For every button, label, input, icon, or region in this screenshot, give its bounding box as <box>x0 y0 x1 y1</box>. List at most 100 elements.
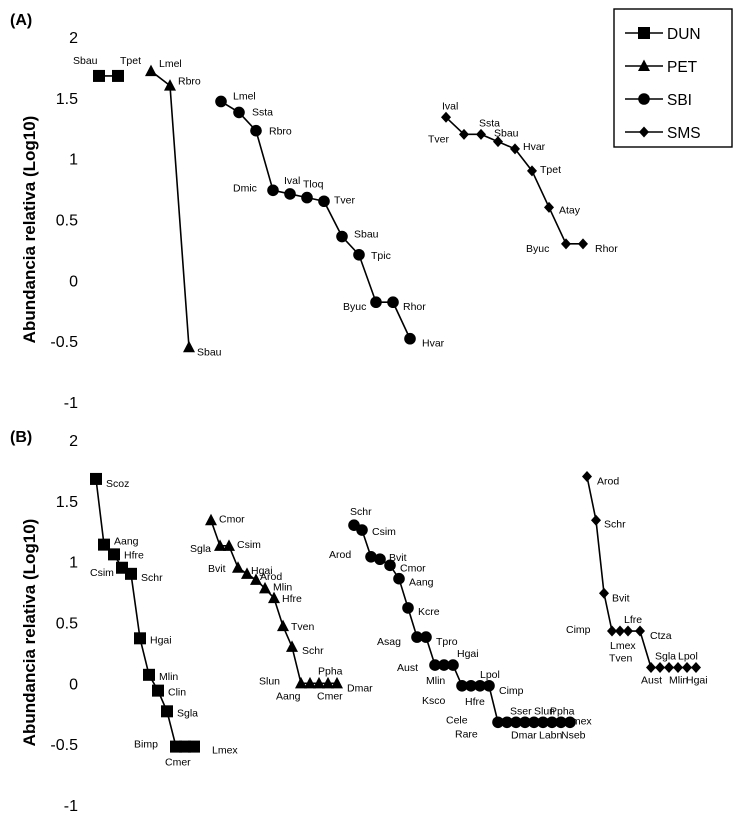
data-label: Lmex <box>212 745 238 757</box>
data-point-arod <box>250 573 262 585</box>
data-label: Hvar <box>523 141 546 153</box>
data-label: Lmel <box>159 58 182 70</box>
data-point-hvar <box>404 332 416 345</box>
y-tick-label: -1 <box>64 798 78 815</box>
data-point-hvar <box>510 143 520 155</box>
data-label: Tven <box>609 653 633 665</box>
data-label: Sser <box>510 705 532 717</box>
data-label: Bvit <box>389 552 407 564</box>
data-point-rare <box>501 716 513 729</box>
data-point-lmel <box>145 64 157 77</box>
data-label: Hfre <box>282 593 302 605</box>
legend-entry-pet: PET <box>625 59 698 76</box>
data-label: Mlin <box>669 675 688 687</box>
data-point-sbau <box>183 340 195 353</box>
data-point-lpol <box>474 679 486 692</box>
data-point-kcre <box>402 602 414 614</box>
data-point-schr <box>591 514 601 526</box>
data-label: Slun <box>259 675 280 687</box>
data-point-ival <box>284 188 296 200</box>
legend-marker-square <box>638 27 650 39</box>
legend-entry-sms: SMS <box>625 125 701 142</box>
data-point-ctza <box>635 625 645 637</box>
data-point-hfre <box>108 548 120 561</box>
data-point-scoz <box>90 472 102 485</box>
data-point-hgai <box>241 567 253 579</box>
data-label: Schr <box>302 645 324 657</box>
data-point-lpol <box>673 662 683 674</box>
data-point-aang <box>393 572 405 585</box>
data-label: Clin <box>168 687 186 699</box>
data-point-lmel <box>215 95 227 108</box>
y-axis-label: Abundancia relativa (Log10) <box>20 116 39 344</box>
data-label: Csim <box>237 539 261 551</box>
data-label: Arod <box>597 476 619 488</box>
data-point-rhor <box>387 296 399 309</box>
data-point-sgla <box>655 662 665 674</box>
data-point-lmex <box>615 625 625 637</box>
data-point-clin <box>152 684 164 697</box>
data-label: Nseb <box>561 729 586 741</box>
data-label: Hfre <box>465 696 485 708</box>
legend-marker-triangle <box>638 59 650 71</box>
data-label: Dmar <box>511 729 537 741</box>
data-label: Rbro <box>178 76 201 88</box>
y-tick-label: 0.5 <box>56 213 78 230</box>
data-label: Ival <box>284 175 300 187</box>
data-point-lmex <box>564 716 576 729</box>
data-label: Schr <box>141 572 163 584</box>
data-label: Bvit <box>208 563 226 575</box>
data-point-tpro <box>420 631 432 643</box>
series-line-sbi <box>353 524 570 724</box>
data-point-mlin <box>143 668 155 681</box>
data-label: Aang <box>276 690 301 702</box>
data-point-sbau <box>336 230 348 243</box>
data-label: Rhor <box>595 243 618 255</box>
y-tick-label: -1 <box>64 395 78 412</box>
data-label: Tloq <box>303 179 324 191</box>
data-point-tven <box>646 662 656 674</box>
data-point-aust <box>429 659 441 671</box>
data-point-sbau <box>93 69 105 82</box>
data-label: Csim <box>372 526 396 538</box>
data-label: Lfre <box>624 614 642 626</box>
data-label: Schr <box>350 506 372 518</box>
data-point-hgai <box>691 662 701 674</box>
data-point-arod <box>582 471 592 482</box>
data-label: Cimp <box>499 685 524 697</box>
data-label: Cmor <box>219 513 245 525</box>
panel-b: (B) 2 1.5 1 0.5 0 -0.5 -1 Abundancia relativa (L… <box>10 429 708 815</box>
y-tick-label: 2 <box>69 30 78 47</box>
data-point-arod <box>365 551 377 563</box>
y-tick-label: -0.5 <box>50 334 78 351</box>
data-label: Sbau <box>354 229 379 241</box>
data-point-slun <box>295 676 307 689</box>
data-label: Rare <box>455 728 478 740</box>
data-point-byuc <box>370 296 382 309</box>
data-label: Ppha <box>550 705 575 717</box>
data-point-csim <box>223 539 235 551</box>
data-label: Lmex <box>566 715 592 727</box>
legend-label: DUN <box>667 26 701 43</box>
legend-box <box>613 8 733 148</box>
data-point-cimp <box>483 679 495 692</box>
data-label: Sbau <box>73 55 98 67</box>
data-point-cmer <box>313 676 325 689</box>
series-pet: Lmel Rbro Sbau <box>145 58 222 358</box>
data-label: Sgla <box>177 707 198 719</box>
data-label: Mlin <box>273 581 292 593</box>
y-tick-label: 1.5 <box>56 494 78 511</box>
data-label: Scoz <box>106 478 129 490</box>
series-sbi: Lmel Ssta Rbro Dmic Ival Tloq Tver Sbau Tpic Byuc… <box>215 90 445 350</box>
data-label: Byuc <box>343 301 366 313</box>
data-point-cele <box>492 716 504 729</box>
data-label: Dmic <box>233 182 257 194</box>
data-label: Hgai <box>686 675 708 687</box>
y-tick-label: -0.5 <box>50 737 78 754</box>
data-label: Tpet <box>120 55 141 67</box>
data-point-cimp <box>607 625 617 637</box>
data-label: Tpro <box>436 636 458 648</box>
y-tick-label: 1 <box>69 555 78 572</box>
data-label: Aang <box>114 536 139 548</box>
